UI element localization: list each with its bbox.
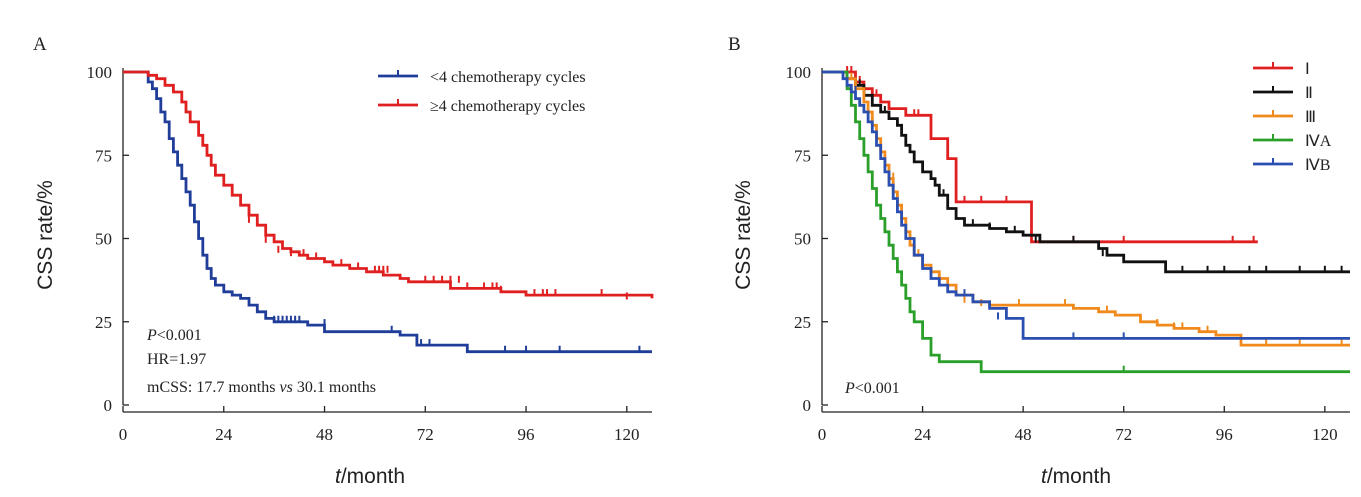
panel-b-x-tick-label: 72	[1115, 425, 1132, 444]
panel-b-legend-entry-4: ⅣB	[1253, 157, 1330, 174]
panel-b-series-line-0	[822, 70, 1258, 244]
panel-a-annotations: P<0.001 HR=1.97 mCSS: 17.7 months vs 30.…	[146, 327, 376, 396]
panel-b-x-tick-label: 48	[1015, 425, 1032, 444]
panel-b-y-axis-label: CSS rate/%	[732, 180, 755, 290]
panel-a-x-axis-label: t/month	[335, 465, 405, 488]
panel-b-legend-entry-2: Ⅲ	[1253, 109, 1316, 126]
panel-b-y-tick-label: 100	[786, 63, 812, 82]
panel-b-y-tick-label: 0	[803, 396, 812, 415]
panel-a-legend-label: ≥4 chemotherapy cycles	[430, 98, 585, 115]
panel-b: B CSS rate/% t/month P<0.001 0 25 50 75 100 0…	[728, 34, 1350, 488]
panel-a: A CSS rate/% t/month P<0.001 HR=1.97 mCS…	[33, 34, 654, 488]
panel-b-x-tick-label: 120	[1312, 425, 1338, 444]
panel-b-series-line-3	[822, 70, 1350, 374]
panel-b-series-line-2	[822, 70, 1350, 347]
panel-a-letter: A	[33, 34, 47, 55]
panel-a-x-tick-label: 72	[417, 425, 434, 444]
panel-a-x-tick-label: 120	[614, 425, 640, 444]
panel-a-series-1	[123, 70, 654, 300]
panel-a-x-tick-label: 48	[316, 425, 333, 444]
panel-b-legend-label: ⅣA	[1305, 133, 1332, 150]
panel-a-series-line-1	[123, 70, 654, 299]
panel-a-p-value: P<0.001	[146, 327, 202, 344]
panel-b-legend-entry-1: Ⅱ	[1253, 85, 1313, 102]
panel-a-y-tick-label: 0	[104, 396, 113, 415]
panel-b-y-tick-label: 25	[794, 313, 811, 332]
panel-a-y-tick-label: 75	[95, 146, 112, 165]
panel-a-y-tick-label: 25	[95, 313, 112, 332]
panel-b-series-line-4	[822, 70, 1350, 340]
panel-b-series-2	[822, 70, 1350, 347]
panel-a-y-tick-label: 50	[95, 230, 112, 249]
panel-a-legend-entry-1: ≥4 chemotherapy cycles	[378, 98, 585, 115]
panel-b-y-tick-label: 50	[794, 230, 811, 249]
panel-a-series-0	[123, 70, 652, 354]
panel-a-y-tick-label: 100	[87, 63, 113, 82]
panel-b-x-axis-label: t/month	[1041, 465, 1111, 488]
panel-b-x-tick-label: 96	[1216, 425, 1233, 444]
panel-a-x-tick-label: 96	[518, 425, 535, 444]
panel-b-legend-label: ⅣB	[1305, 157, 1330, 174]
panel-a-median-css: mCSS: 17.7 months vs 30.1 months	[147, 379, 376, 396]
panel-b-y-tick-label: 75	[794, 146, 811, 165]
panel-a-series-line-0	[123, 70, 652, 354]
panel-b-legend-label: Ⅲ	[1305, 109, 1316, 126]
panel-a-legend-entry-0: <4 chemotherapy cycles	[378, 69, 586, 86]
panel-b-series-0	[822, 66, 1258, 244]
panel-b-series-4	[822, 70, 1350, 340]
panel-b-letter: B	[728, 34, 741, 55]
panel-a-legend-label: <4 chemotherapy cycles	[430, 69, 586, 86]
panel-b-series-line-1	[822, 70, 1350, 274]
panel-b-p-value: P<0.001	[844, 380, 900, 397]
panel-b-series-3	[822, 70, 1350, 374]
panel-a-hazard-ratio: HR=1.97	[147, 351, 206, 368]
panel-b-legend-label: Ⅰ	[1305, 61, 1310, 78]
panel-b-annotations: P<0.001	[844, 380, 900, 397]
panel-b-series-1	[822, 70, 1350, 274]
panel-b-legend-entry-0: Ⅰ	[1253, 61, 1310, 78]
panel-b-legend-entry-3: ⅣA	[1253, 133, 1332, 150]
panel-a-x-tick-label: 0	[119, 425, 128, 444]
panel-b-legend-label: Ⅱ	[1305, 85, 1313, 102]
panel-b-x-tick-label: 24	[914, 425, 932, 444]
panel-b-x-tick-label: 0	[818, 425, 827, 444]
panel-a-x-tick-label: 24	[215, 425, 233, 444]
panel-a-y-axis-label: CSS rate/%	[34, 180, 57, 290]
